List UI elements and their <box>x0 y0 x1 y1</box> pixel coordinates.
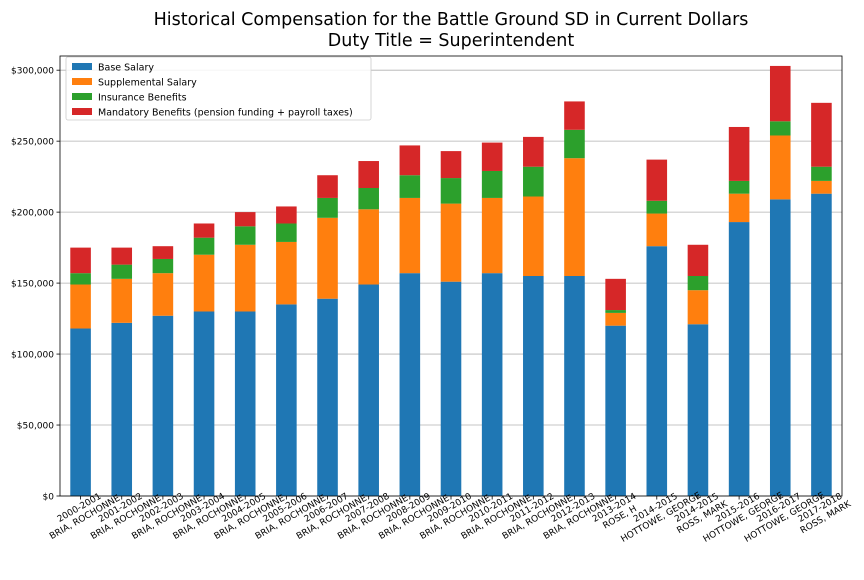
legend-label: Mandatory Benefits (pension funding + pa… <box>98 108 353 119</box>
bar-segment <box>811 193 832 496</box>
bar-segment <box>358 209 379 285</box>
bar-segment <box>646 159 668 201</box>
bar-segment <box>769 65 791 122</box>
bar-segment <box>646 213 668 247</box>
bar-segment <box>152 273 174 316</box>
bar-segment <box>646 200 668 214</box>
legend-label: Supplemental Salary <box>98 78 197 89</box>
bar-segment <box>276 304 297 496</box>
bar-segment <box>234 212 256 227</box>
bar-segment <box>481 170 503 198</box>
bar-segment <box>769 199 791 496</box>
bar-segment <box>728 222 750 496</box>
bar-segment <box>564 129 585 159</box>
legend-swatch <box>72 108 92 115</box>
bar-segment <box>605 312 626 326</box>
chart-title: Historical Compensation for the Battle G… <box>154 10 749 30</box>
bar-segment <box>358 188 379 210</box>
bar-segment <box>811 102 832 167</box>
y-axis-ticks: $0 $50,000 $100,000 $150,000 $200,000 $250,00… <box>11 67 60 503</box>
bar-segment <box>399 197 421 274</box>
bar-segment <box>728 126 750 181</box>
bar-segment <box>399 175 421 198</box>
bar-segment <box>193 254 215 312</box>
bars <box>70 65 832 496</box>
bar-segment <box>276 223 297 242</box>
y-tick-label: $100,000 <box>11 351 54 361</box>
bar-segment <box>234 226 256 245</box>
bar-segment <box>111 322 133 496</box>
y-tick-label: $50,000 <box>17 422 54 432</box>
bar-segment <box>70 284 91 329</box>
bar-segment <box>564 101 585 130</box>
bar-segment <box>646 246 668 496</box>
bar-segment <box>152 246 174 259</box>
bar-segment <box>234 311 256 496</box>
bar-segment <box>111 264 133 279</box>
y-tick-label: $150,000 <box>11 280 54 290</box>
bar-segment <box>523 196 544 276</box>
y-tick-label: $300,000 <box>11 67 54 77</box>
bar-segment <box>811 180 832 194</box>
bar-segment <box>687 290 709 325</box>
bar-segment <box>481 197 503 274</box>
bar-segment <box>193 311 215 496</box>
legend-box <box>65 56 372 121</box>
bar-segment <box>70 247 91 274</box>
legend-swatch <box>72 63 92 70</box>
bar-segment <box>358 284 379 496</box>
bar-segment <box>358 161 379 188</box>
bar-segment <box>111 247 133 265</box>
y-tick-label: $200,000 <box>11 209 54 219</box>
bar-segment <box>481 142 503 171</box>
bar-segment <box>440 203 462 282</box>
bar-segment <box>399 273 421 496</box>
y-tick-label: $0 <box>43 493 55 503</box>
bar-segment <box>769 121 791 136</box>
bar-segment <box>481 273 503 496</box>
bar-segment <box>605 310 626 313</box>
legend-swatch <box>72 93 92 100</box>
bar-segment <box>276 241 297 305</box>
bar-segment <box>605 325 626 496</box>
bar-segment <box>605 278 626 311</box>
bar-segment <box>317 175 338 198</box>
bar-segment <box>728 180 750 194</box>
bar-segment <box>769 135 791 200</box>
bar-segment <box>440 151 462 179</box>
bar-segment <box>811 166 832 181</box>
legend-label: Insurance Benefits <box>98 93 187 104</box>
y-tick-label: $250,000 <box>11 138 54 148</box>
bar-segment <box>70 328 91 496</box>
bar-segment <box>523 136 544 167</box>
bar-segment <box>440 281 462 496</box>
bar-segment <box>399 145 421 176</box>
bar-segment <box>193 223 215 238</box>
bar-segment <box>70 273 91 285</box>
bar-segment <box>523 166 544 197</box>
bar-segment <box>687 276 709 291</box>
bar-segment <box>193 237 215 255</box>
bar-segment <box>564 276 585 496</box>
bar-segment <box>523 276 544 496</box>
bar-segment <box>152 315 174 496</box>
bar-segment <box>276 206 297 224</box>
bar-segment <box>564 158 585 276</box>
legend-swatch <box>72 78 92 85</box>
bar-segment <box>317 298 338 496</box>
legend: Base Salary Supplemental Salary Insurance … <box>65 56 372 121</box>
bar-segment <box>440 178 462 204</box>
bar-segment <box>687 244 709 276</box>
bar-segment <box>234 244 256 312</box>
bar-segment <box>317 217 338 299</box>
bar-segment <box>728 193 750 223</box>
bar-segment <box>111 278 133 323</box>
bar-segment <box>152 258 174 274</box>
bar-segment <box>317 197 338 218</box>
chart-subtitle: Duty Title = Superintendent <box>328 31 575 51</box>
legend-label: Base Salary <box>98 63 154 74</box>
bar-segment <box>687 324 709 496</box>
